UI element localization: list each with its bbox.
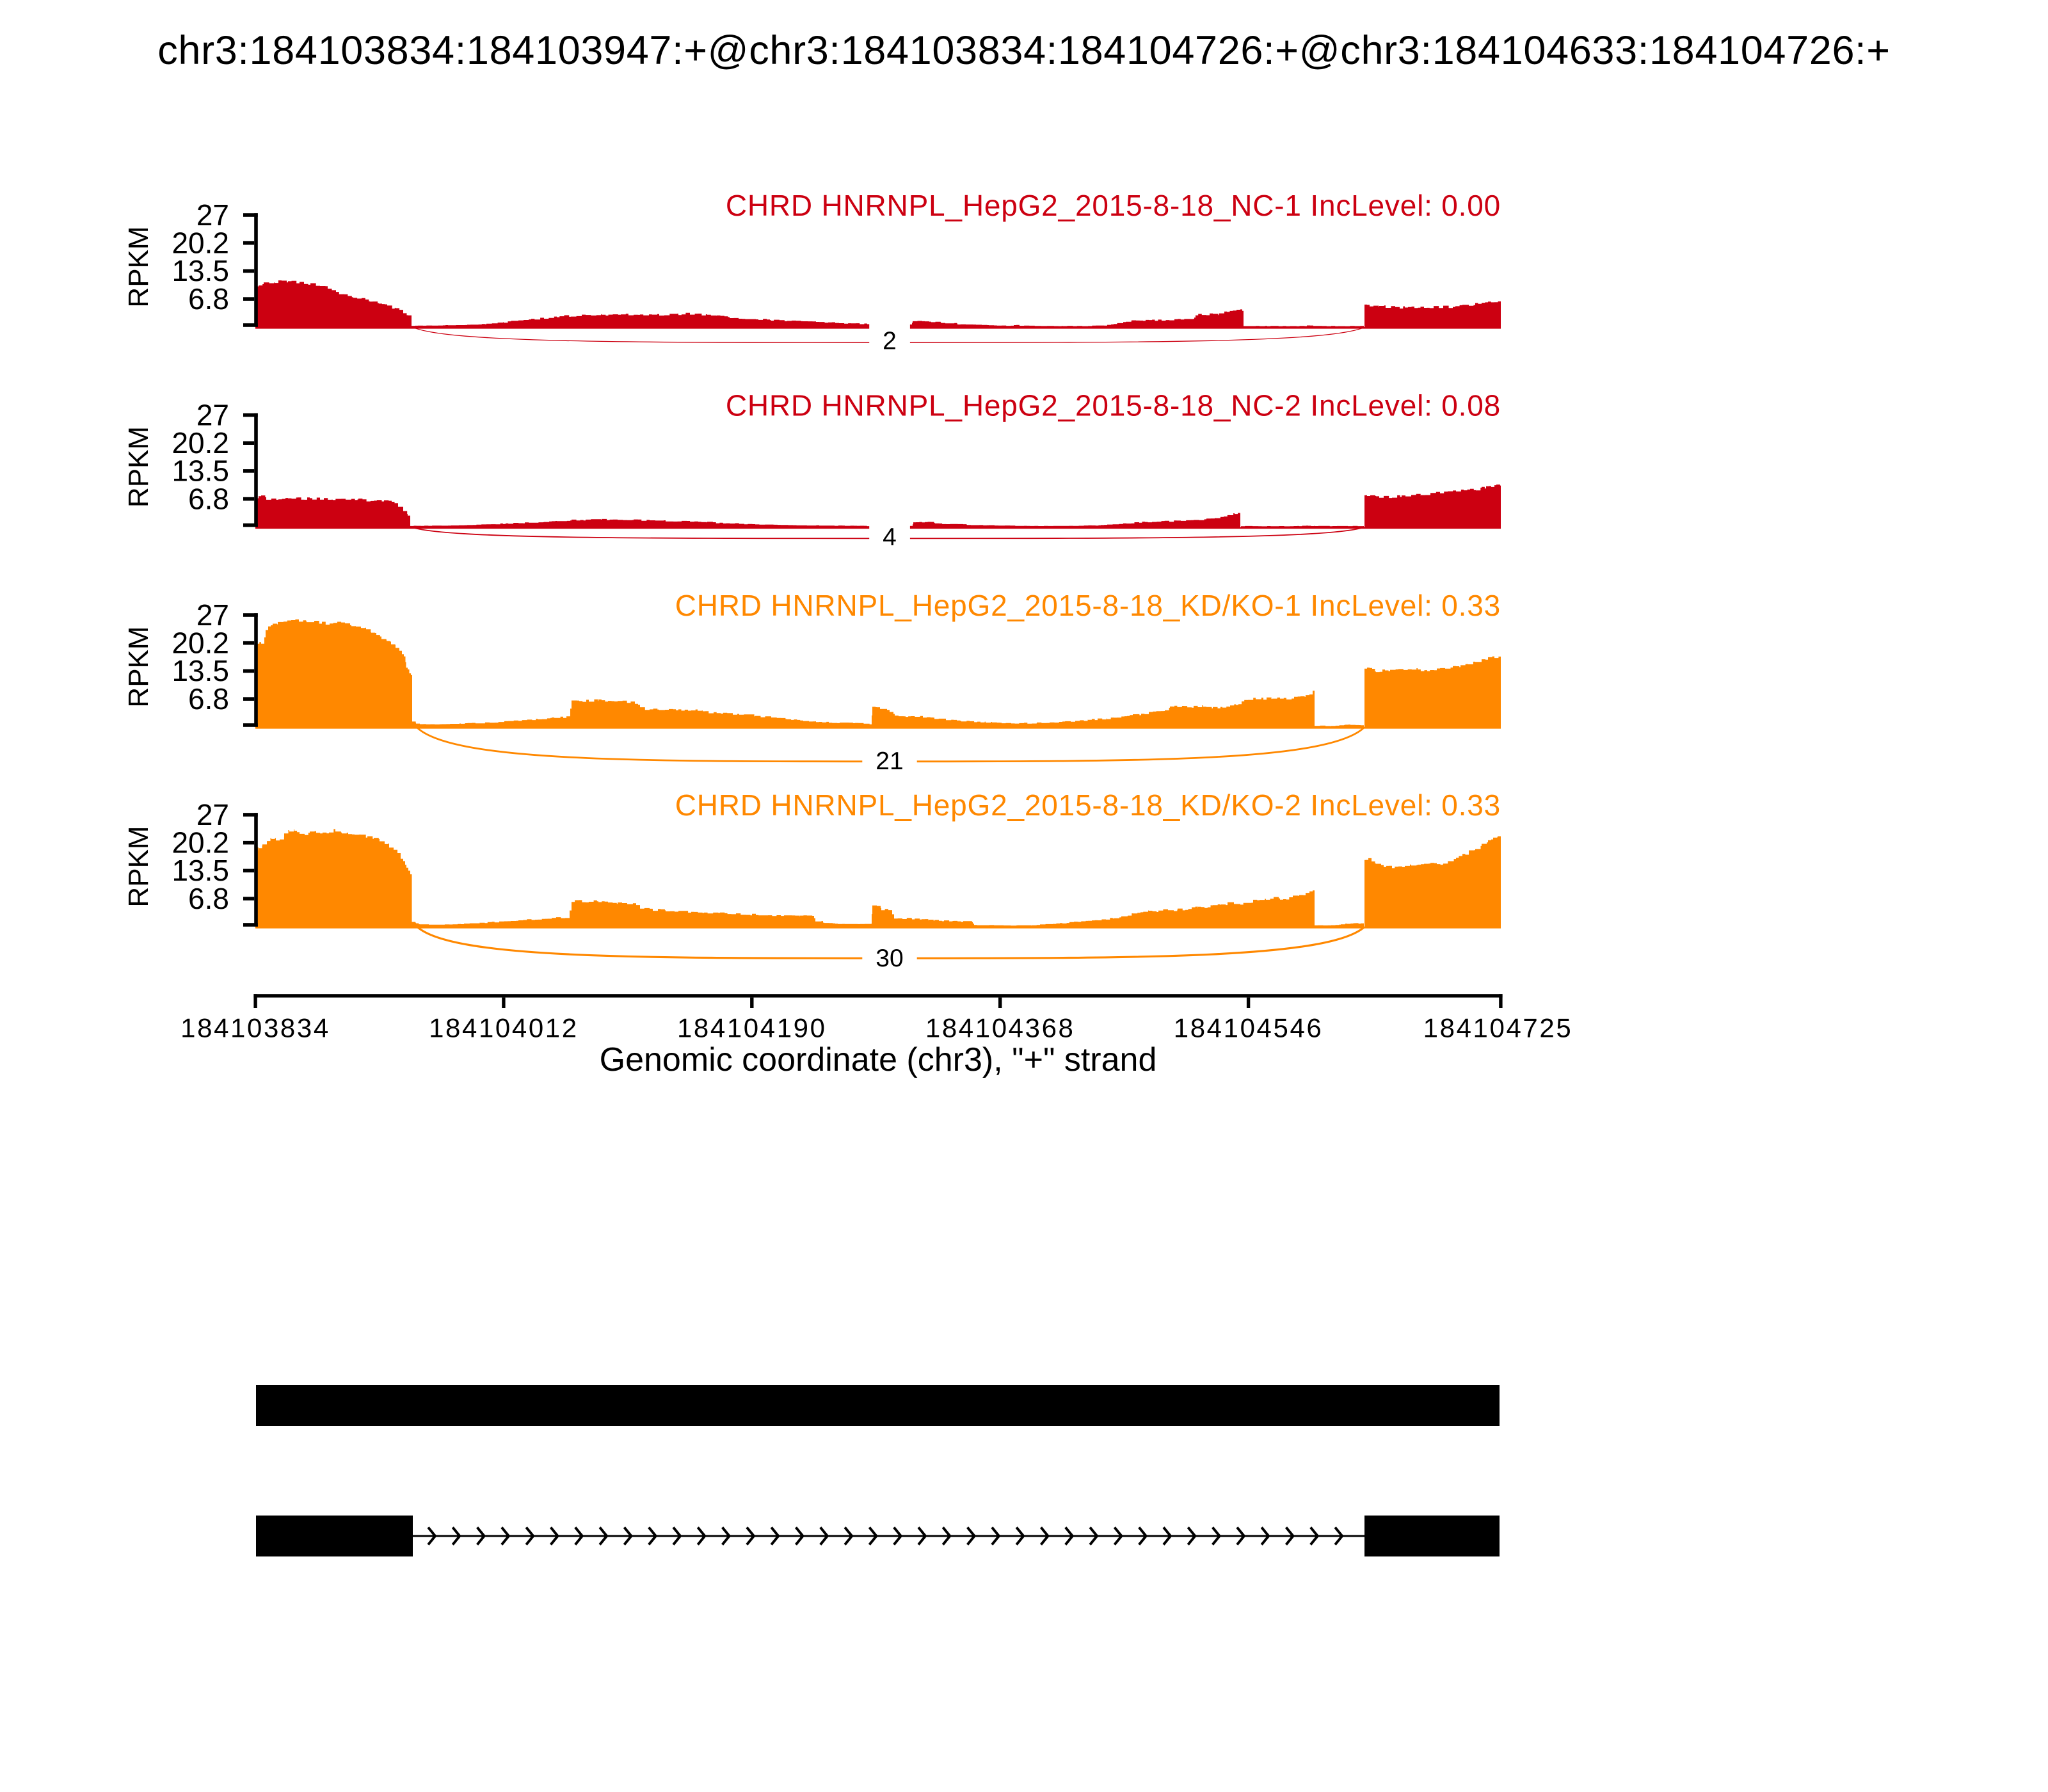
svg-text:6.8: 6.8 (188, 682, 229, 716)
svg-text:20.2: 20.2 (172, 426, 229, 460)
svg-text:Genomic coordinate (chr3), "+": Genomic coordinate (chr3), "+" strand (600, 1041, 1157, 1078)
svg-text:27: 27 (196, 598, 229, 632)
svg-text:RPKM: RPKM (123, 626, 154, 707)
svg-text:13.5: 13.5 (172, 254, 229, 287)
svg-text:RPKM: RPKM (123, 226, 154, 307)
svg-text:20.2: 20.2 (172, 826, 229, 860)
svg-text:CHRD HNRNPL_HepG2_2015-8-18_NC: CHRD HNRNPL_HepG2_2015-8-18_NC-1 IncLeve… (726, 189, 1501, 222)
svg-text:chr3:184103834:184103947:+@chr: chr3:184103834:184103947:+@chr3:18410383… (157, 28, 1891, 73)
svg-text:13.5: 13.5 (172, 654, 229, 687)
svg-text:184103834: 184103834 (180, 1013, 330, 1043)
svg-text:4: 4 (883, 524, 897, 551)
svg-text:27: 27 (196, 198, 229, 232)
svg-text:6.8: 6.8 (188, 282, 229, 316)
svg-text:RPKM: RPKM (123, 426, 154, 508)
svg-text:CHRD HNRNPL_HepG2_2015-8-18_NC: CHRD HNRNPL_HepG2_2015-8-18_NC-2 IncLeve… (726, 389, 1501, 422)
svg-text:184104012: 184104012 (429, 1013, 579, 1043)
svg-text:13.5: 13.5 (172, 454, 229, 488)
svg-text:184104546: 184104546 (1174, 1013, 1324, 1043)
svg-text:20.2: 20.2 (172, 227, 229, 260)
svg-text:6.8: 6.8 (188, 882, 229, 915)
svg-text:184104725: 184104725 (1423, 1013, 1573, 1043)
svg-text:21: 21 (876, 748, 903, 775)
svg-text:CHRD HNRNPL_HepG2_2015-8-18_KD: CHRD HNRNPL_HepG2_2015-8-18_KD/KO-1 IncL… (675, 589, 1501, 622)
svg-text:184104368: 184104368 (925, 1013, 1075, 1043)
svg-text:184104190: 184104190 (677, 1013, 827, 1043)
svg-text:2: 2 (883, 328, 897, 355)
svg-text:30: 30 (876, 945, 903, 972)
svg-text:20.2: 20.2 (172, 627, 229, 660)
svg-text:RPKM: RPKM (123, 826, 154, 907)
svg-text:13.5: 13.5 (172, 854, 229, 887)
svg-text:6.8: 6.8 (188, 482, 229, 515)
svg-text:27: 27 (196, 398, 229, 431)
svg-text:CHRD HNRNPL_HepG2_2015-8-18_KD: CHRD HNRNPL_HepG2_2015-8-18_KD/KO-2 IncL… (675, 788, 1501, 822)
svg-text:27: 27 (196, 798, 229, 831)
